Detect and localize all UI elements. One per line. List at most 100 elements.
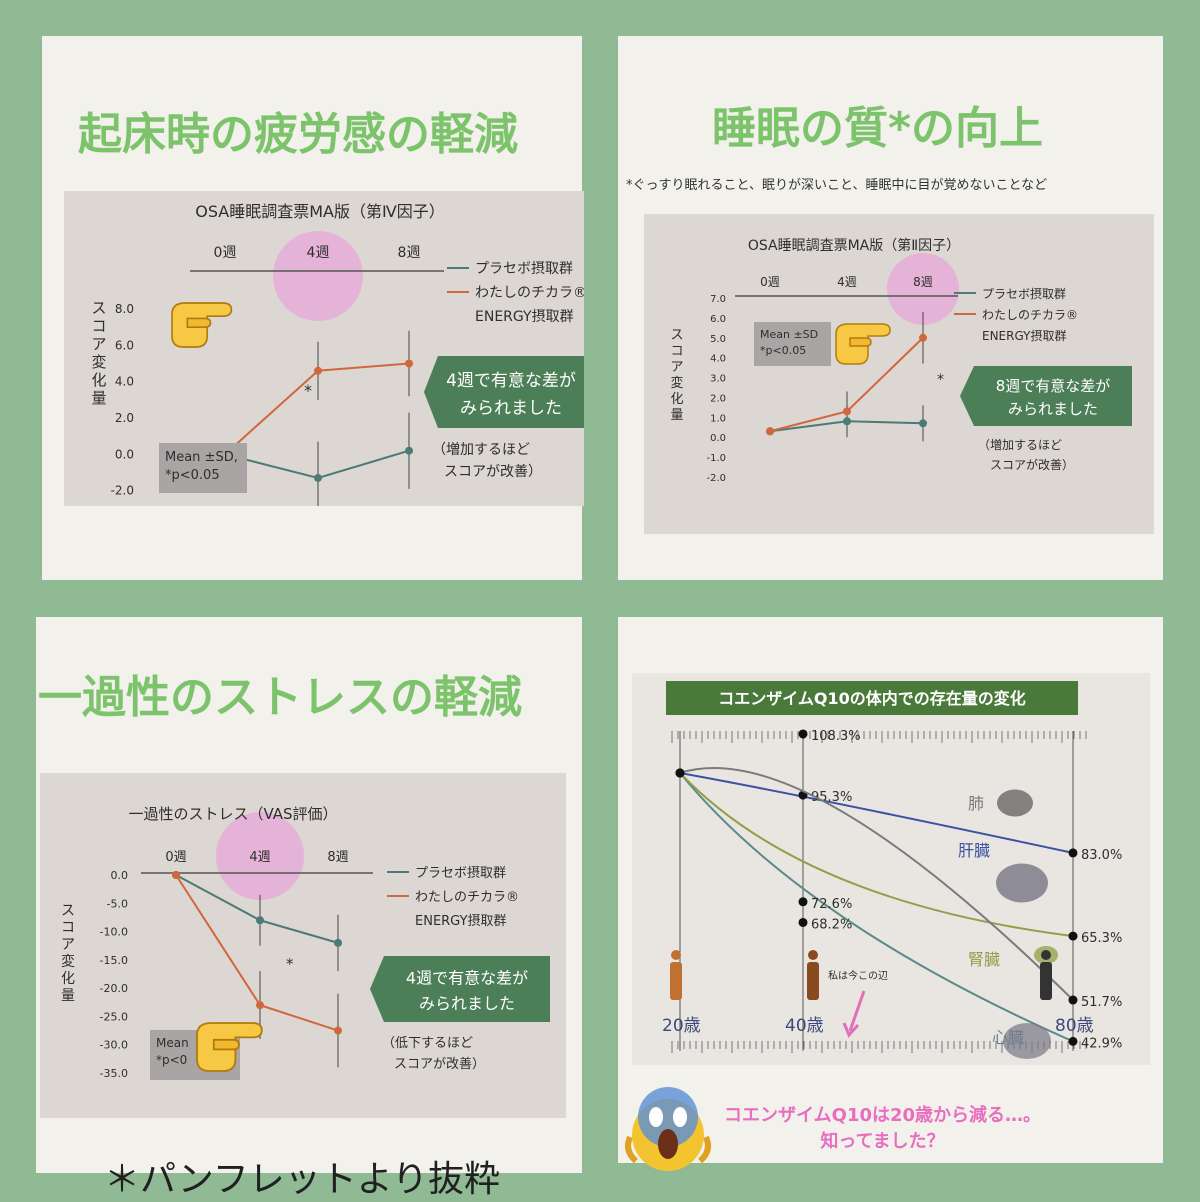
pointing-hand-icon [171,302,233,348]
footnote-text: （低下するほど [382,1036,473,1051]
data-point [675,768,685,778]
y-tick-label: -25.0 [100,1010,128,1023]
svg-text:コ: コ [91,317,106,335]
data-point [843,417,851,426]
panel-title: 睡眠の質*の向上 [712,103,1044,154]
person-icon [807,950,819,1000]
legend-label: わたしのチカラ® [415,890,519,905]
footnote-text: （増加するほど [432,442,530,458]
series-line [679,772,1074,854]
legend-label: プラセボ摂取群 [982,286,1066,301]
data-label: 51.7% [1081,995,1122,1010]
legend-label: プラセボ摂取群 [475,261,573,277]
chart-photo: OSA睡眠調査票MA版（第Ⅱ因子） 0週 4週 8週 7.0 6.0 5.0 4.0 3.0 2.… [644,214,1154,534]
data-point [405,446,413,455]
chart-photo: コエンザイムQ10の体内での存在量の変化 68.2% 42.9% 72.6% 65.3%… [632,673,1150,1065]
svg-text:変: 変 [61,953,75,970]
significance-star: * [937,372,944,388]
stat-line: Mean ±SD [760,328,818,341]
data-point [405,359,413,368]
footnote-text: スコアが改善） [394,1056,485,1072]
organ-label: 肺 [968,794,984,813]
data-point [256,1001,264,1010]
chart-photo: OSA睡眠調査票MA版（第Ⅳ因子） 0週 4週 8週 8.0 6.0 4.0 2.0 0.0 -2… [64,191,584,506]
stat-box [754,322,831,366]
x-tick-label: 8週 [913,275,933,289]
svg-text:コ: コ [670,344,683,359]
footnote-text: スコアが改善） [990,457,1074,472]
significance-star: * [304,381,312,400]
svg-text:ア: ア [61,937,75,953]
y-tick-label: 6.0 [115,338,134,352]
pointing-hand-icon [196,1022,263,1072]
data-label: 108.3% [811,729,861,744]
y-tick-label: 2.0 [710,393,726,404]
data-point [1068,995,1078,1005]
data-label: 95.3% [811,790,852,805]
y-tick-label: -2.0 [111,484,134,498]
q10-note: コエンザイムQ10は20歳から減る…。 知ってました？ [724,1103,1041,1155]
svg-text:ス: ス [91,299,106,317]
legend-label: ENERGY摂取群 [415,913,507,929]
organ-label: 腎臓 [968,950,1000,969]
chart-title-bar [666,681,1078,715]
legend-label: わたしのチカラ® [475,285,584,301]
series-line [679,767,1074,1001]
legend-label: プラセボ摂取群 [415,865,506,881]
x-tick-label: 4週 [249,850,270,865]
data-point [334,1026,342,1035]
data-point [766,427,774,436]
callout-text: みられました [1008,400,1098,418]
callout-text: みられました [460,399,562,419]
panel-title: 一過性のストレスの軽減 [38,672,522,723]
svg-text:変: 変 [670,375,683,391]
x-tick-label: 4週 [307,245,330,261]
svg-text:ア: ア [670,360,683,375]
x-tick-label: 0週 [165,850,186,865]
series-line [679,772,1074,1043]
x-tick-label: 8週 [398,245,421,261]
highlight-circle [273,231,363,321]
svg-text:量: 量 [670,408,683,423]
y-tick-label: 0.0 [111,869,129,882]
data-point [314,473,322,482]
organ-label: 肝臓 [958,841,990,860]
significance-star: * [286,955,294,973]
data-point [314,366,322,375]
callout-text: 8週で有意な差が [996,377,1111,395]
x-tick-label: 0週 [214,245,237,261]
svg-text:ス: ス [61,903,75,919]
series-line [679,772,1074,938]
y-tick-label: -1.0 [706,453,726,464]
legend-label: ENERGY摂取群 [982,328,1067,343]
chart-photo: 一過性のストレス（VAS評価） 0週 4週 8週 0.0 -5.0 -10.0 -15.0 -2… [40,773,566,1118]
chart-title: コエンザイムQ10の体内での存在量の変化 [718,689,1026,708]
handwritten-note: 私は今この辺 [828,969,888,982]
y-tick-label: 8.0 [115,302,134,316]
screaming-face-icon [625,1087,711,1171]
callout-text: みられました [419,994,515,1013]
data-label: 65.3% [1081,931,1122,946]
chart-title: OSA睡眠調査票MA版（第Ⅳ因子） [195,202,445,221]
chart-title: 一過性のストレス（VAS評価） [128,805,337,823]
stat-line: *p<0.05 [165,468,220,483]
callout-box [370,956,550,1022]
data-point [172,871,180,879]
x-tick-label: 20歳 [662,1016,701,1036]
y-tick-label: -30.0 [100,1039,128,1052]
data-point [798,917,808,927]
svg-text:変: 変 [91,353,106,371]
y-tick-label: 7.0 [710,294,726,305]
y-tick-label: -10.0 [100,926,128,939]
svg-text:ス: ス [670,328,683,343]
svg-text:化: 化 [670,392,683,407]
note-line: コエンザイムQ10は20歳から減る…。 [724,1105,1042,1126]
pointing-hand-icon [835,323,891,365]
callout-text: 4週で有意な差が [406,969,528,988]
stat-line: Mean [156,1036,189,1050]
data-point [843,407,851,416]
x-tick-label: 4週 [837,275,857,289]
line-chart: 一過性のストレス（VAS評価） 0週 4週 8週 0.0 -5.0 -10.0 -15.0 -2… [61,805,550,1080]
